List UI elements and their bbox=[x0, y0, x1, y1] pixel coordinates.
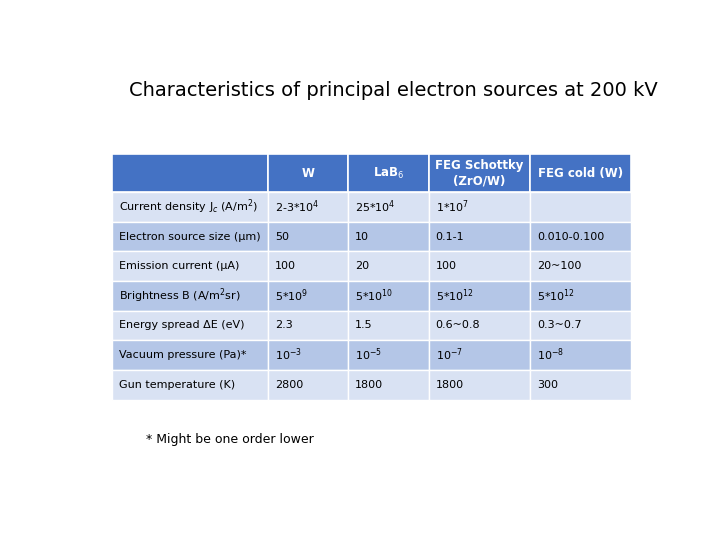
Text: 0.3~0.7: 0.3~0.7 bbox=[537, 320, 581, 330]
Text: 5*10$^{12}$: 5*10$^{12}$ bbox=[436, 288, 474, 304]
Text: 25*10$^4$: 25*10$^4$ bbox=[355, 199, 396, 215]
Bar bbox=[268, 222, 348, 252]
Bar bbox=[530, 281, 631, 310]
Bar bbox=[429, 340, 530, 370]
Bar bbox=[268, 192, 348, 222]
Bar bbox=[530, 340, 631, 370]
Text: 20: 20 bbox=[355, 261, 369, 271]
Bar bbox=[112, 370, 268, 400]
Text: 100: 100 bbox=[436, 261, 456, 271]
Text: 10: 10 bbox=[355, 232, 369, 241]
Bar bbox=[530, 252, 631, 281]
Text: Gun temperature (K): Gun temperature (K) bbox=[119, 380, 235, 390]
Text: 50: 50 bbox=[275, 232, 289, 241]
Text: Brightness B (A/m$^2$sr): Brightness B (A/m$^2$sr) bbox=[119, 287, 240, 305]
Text: FEG Schottky
(ZrO/W): FEG Schottky (ZrO/W) bbox=[436, 159, 523, 188]
Text: 0.010-0.100: 0.010-0.100 bbox=[537, 232, 604, 241]
Text: Current density J$_c$ (A/m$^2$): Current density J$_c$ (A/m$^2$) bbox=[119, 198, 258, 217]
Text: 5*10$^9$: 5*10$^9$ bbox=[275, 288, 308, 304]
Text: Characteristics of principal electron sources at 200 kV: Characteristics of principal electron so… bbox=[129, 82, 658, 100]
Bar bbox=[112, 222, 268, 252]
Bar bbox=[268, 340, 348, 370]
Bar bbox=[112, 281, 268, 310]
Bar bbox=[429, 370, 530, 400]
Bar bbox=[530, 192, 631, 222]
Text: 10$^{-3}$: 10$^{-3}$ bbox=[275, 347, 302, 363]
Text: 300: 300 bbox=[537, 380, 558, 390]
Text: 10$^{-5}$: 10$^{-5}$ bbox=[355, 347, 382, 363]
Bar bbox=[429, 192, 530, 222]
Text: Electron source size (μm): Electron source size (μm) bbox=[119, 232, 261, 241]
Bar bbox=[348, 281, 429, 310]
Text: * Might be one order lower: * Might be one order lower bbox=[145, 433, 313, 446]
Bar bbox=[112, 310, 268, 340]
Text: 0.1-1: 0.1-1 bbox=[436, 232, 464, 241]
Text: 1800: 1800 bbox=[436, 380, 464, 390]
Text: 2800: 2800 bbox=[275, 380, 303, 390]
Text: 100: 100 bbox=[275, 261, 296, 271]
Bar bbox=[348, 192, 429, 222]
Bar bbox=[530, 154, 631, 192]
Text: 10$^{-8}$: 10$^{-8}$ bbox=[537, 347, 564, 363]
Bar bbox=[268, 154, 348, 192]
Bar bbox=[112, 192, 268, 222]
Bar bbox=[112, 252, 268, 281]
Bar bbox=[268, 310, 348, 340]
Bar bbox=[348, 252, 429, 281]
Bar bbox=[530, 222, 631, 252]
Bar bbox=[348, 154, 429, 192]
Bar bbox=[112, 340, 268, 370]
Bar bbox=[429, 154, 530, 192]
Text: W: W bbox=[302, 167, 315, 180]
Bar bbox=[429, 281, 530, 310]
Text: 2.3: 2.3 bbox=[275, 320, 292, 330]
Text: 0.6~0.8: 0.6~0.8 bbox=[436, 320, 480, 330]
Bar bbox=[112, 154, 268, 192]
Text: 20~100: 20~100 bbox=[537, 261, 581, 271]
Bar bbox=[530, 370, 631, 400]
Bar bbox=[348, 370, 429, 400]
Text: 1*10$^7$: 1*10$^7$ bbox=[436, 199, 469, 215]
Bar bbox=[268, 370, 348, 400]
Bar bbox=[348, 310, 429, 340]
Bar bbox=[268, 281, 348, 310]
Text: 5*10$^{10}$: 5*10$^{10}$ bbox=[355, 288, 393, 304]
Text: 10$^{-7}$: 10$^{-7}$ bbox=[436, 347, 463, 363]
Bar bbox=[348, 222, 429, 252]
Text: 1.5: 1.5 bbox=[355, 320, 373, 330]
Bar bbox=[429, 252, 530, 281]
Text: Vacuum pressure (Pa)*: Vacuum pressure (Pa)* bbox=[119, 350, 246, 360]
Bar bbox=[429, 222, 530, 252]
Bar bbox=[348, 340, 429, 370]
Text: FEG cold (W): FEG cold (W) bbox=[538, 167, 624, 180]
Bar bbox=[530, 310, 631, 340]
Text: LaB$_6$: LaB$_6$ bbox=[373, 166, 404, 181]
Text: 2-3*10$^4$: 2-3*10$^4$ bbox=[275, 199, 319, 215]
Text: 1800: 1800 bbox=[355, 380, 383, 390]
Text: 5*10$^{12}$: 5*10$^{12}$ bbox=[537, 288, 575, 304]
Bar bbox=[429, 310, 530, 340]
Text: Emission current (μA): Emission current (μA) bbox=[119, 261, 239, 271]
Bar bbox=[268, 252, 348, 281]
Text: Energy spread ΔE (eV): Energy spread ΔE (eV) bbox=[119, 320, 245, 330]
